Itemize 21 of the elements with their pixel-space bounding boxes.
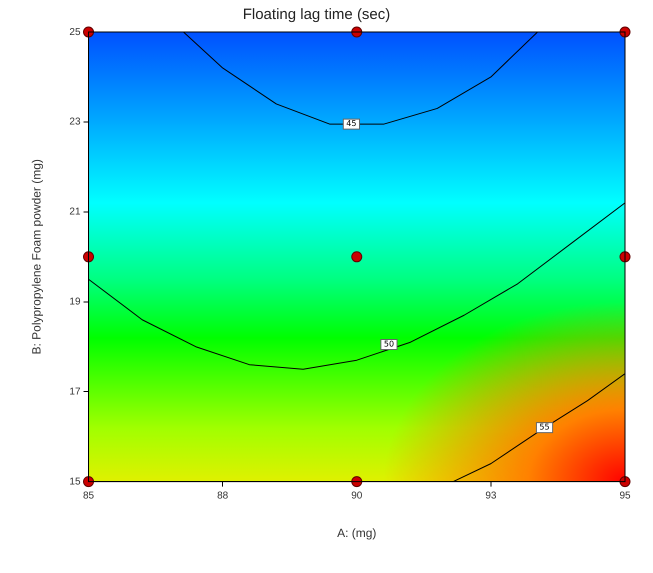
x-axis-title: A: (mg) <box>337 526 376 540</box>
point <box>620 476 630 488</box>
annotation: 50 <box>384 340 394 349</box>
x-tick-label: 88 <box>217 490 229 502</box>
y-tick-label: 15 <box>69 476 81 488</box>
y-axis-title: B: Polypropylene Foam powder (mg) <box>30 159 44 355</box>
y-tick-label: 25 <box>69 26 81 38</box>
y-tick-label: 21 <box>69 206 81 218</box>
x-tick-label: 90 <box>351 490 363 502</box>
annotation: 45 <box>346 119 356 128</box>
point <box>83 26 94 38</box>
y-tick-label: 17 <box>69 386 81 398</box>
point <box>351 251 362 262</box>
y-tick-label: 23 <box>69 116 81 128</box>
x-tick-label: 95 <box>619 490 631 502</box>
point <box>83 476 94 488</box>
x-tick-label: 93 <box>485 490 497 502</box>
x-tick-label: 85 <box>82 490 95 502</box>
point <box>351 476 362 488</box>
y-tick-label: 19 <box>69 296 81 308</box>
chart-title: Floating lag time (sec) <box>242 6 390 24</box>
